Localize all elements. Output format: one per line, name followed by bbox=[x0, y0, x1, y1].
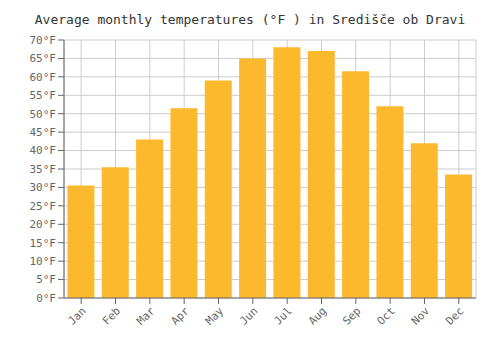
svg-text:55°F: 55°F bbox=[30, 89, 57, 102]
svg-text:35°F: 35°F bbox=[30, 163, 57, 176]
svg-text:Aug: Aug bbox=[306, 304, 329, 327]
svg-text:25°F: 25°F bbox=[30, 200, 57, 213]
svg-text:15°F: 15°F bbox=[30, 237, 57, 250]
svg-text:65°F: 65°F bbox=[30, 52, 57, 65]
svg-text:Dec: Dec bbox=[443, 304, 466, 327]
svg-text:Jan: Jan bbox=[66, 304, 89, 327]
svg-text:50°F: 50°F bbox=[30, 108, 57, 121]
svg-text:Apr: Apr bbox=[169, 304, 193, 328]
svg-text:Nov: Nov bbox=[409, 304, 433, 328]
svg-text:Mar: Mar bbox=[134, 304, 158, 328]
svg-text:20°F: 20°F bbox=[30, 218, 57, 231]
svg-text:Sep: Sep bbox=[340, 304, 363, 327]
svg-text:60°F: 60°F bbox=[30, 71, 57, 84]
svg-text:40°F: 40°F bbox=[30, 144, 57, 157]
svg-text:May: May bbox=[203, 304, 227, 328]
svg-text:10°F: 10°F bbox=[30, 255, 57, 268]
svg-text:0°F: 0°F bbox=[36, 292, 56, 305]
svg-text:5°F: 5°F bbox=[36, 273, 56, 286]
svg-text:30°F: 30°F bbox=[30, 181, 57, 194]
svg-text:45°F: 45°F bbox=[30, 126, 57, 139]
html-text:Average monthly temperatures (: Average monthly temperatures (°F ) in Sr… bbox=[34, 12, 466, 27]
svg-text:Jul: Jul bbox=[272, 304, 295, 327]
svg-text:Feb: Feb bbox=[100, 304, 123, 327]
svg-text:Oct: Oct bbox=[375, 304, 398, 327]
svg-text:70°F: 70°F bbox=[30, 34, 57, 47]
svg-text:Jun: Jun bbox=[237, 304, 260, 327]
